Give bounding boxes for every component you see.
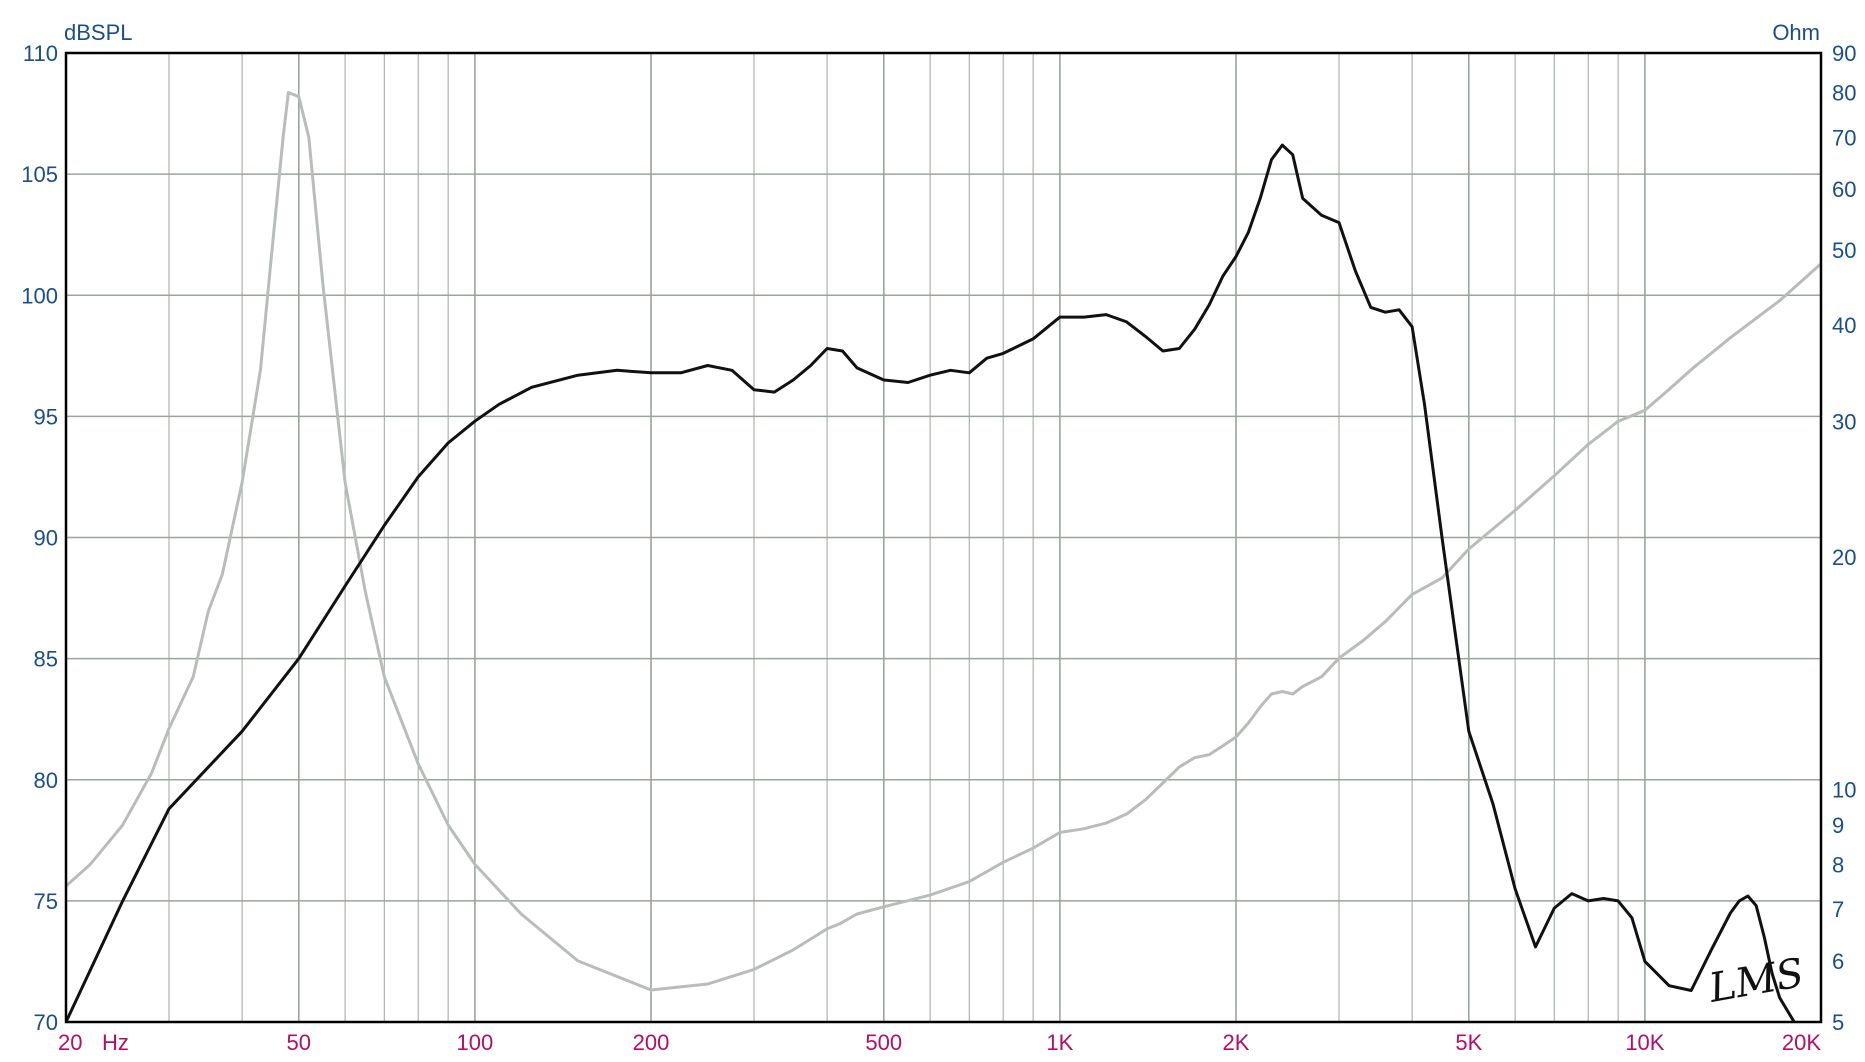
y2-tick-label: 50 [1832,238,1856,263]
y2-tick-label: 8 [1832,852,1844,877]
x-tick-label: 10K [1625,1030,1664,1055]
x-tick-label: 2K [1223,1030,1250,1055]
y2-tick-label: 40 [1832,313,1856,338]
y-tick-label: 85 [34,647,58,672]
grid [65,52,1822,1023]
plot-frame [64,51,1823,1024]
y-tick-label: 110 [23,41,58,66]
y-axis-left-labels: 110 105 100 95 90 85 80 75 70 [21,41,58,1035]
y-tick-label: 70 [34,1010,58,1035]
lms-signature: LMS [1705,950,1807,1012]
y-tick-label: 105 [21,162,58,187]
spl-series-line [66,143,1796,1022]
y-axis-left-title: dBSPL [64,20,133,45]
x-tick-label: 500 [865,1030,902,1055]
y2-tick-label: 9 [1832,813,1844,838]
x-tick-label: 1K [1046,1030,1073,1055]
y2-tick-label: 80 [1832,80,1856,105]
y-axis-right-labels: 90 80 70 60 50 40 30 20 10 9 8 7 6 5 [1832,41,1856,1035]
y2-tick-label: 5 [1832,1010,1844,1035]
x-axis-unit-label: Hz [102,1030,129,1055]
y2-tick-label: 10 [1832,778,1856,803]
x-tick-label: 20 [58,1030,82,1055]
y2-tick-label: 30 [1832,409,1856,434]
y2-tick-label: 6 [1832,949,1844,974]
x-tick-label: 100 [457,1030,494,1055]
y-axis-right-title: Ohm [1772,20,1820,45]
y-tick-label: 100 [21,283,58,308]
x-tick-label: 50 [287,1030,311,1055]
y-tick-label: 75 [34,889,58,914]
y2-tick-label: 20 [1832,545,1856,570]
x-axis-labels: 20 50 100 200 500 1K 2K 5K 10K 20K [58,1030,1821,1055]
x-tick-label: 5K [1455,1030,1482,1055]
y-tick-label: 80 [34,768,58,793]
x-tick-label: 20K [1782,1030,1821,1055]
x-tick-label: 200 [633,1030,670,1055]
y2-tick-label: 7 [1832,897,1844,922]
y2-tick-label: 70 [1832,125,1856,150]
impedance-series-line [66,91,1821,992]
y2-tick-label: 90 [1832,41,1856,66]
y2-tick-label: 60 [1832,177,1856,202]
y-tick-label: 90 [34,526,58,551]
y-tick-label: 95 [34,404,58,429]
